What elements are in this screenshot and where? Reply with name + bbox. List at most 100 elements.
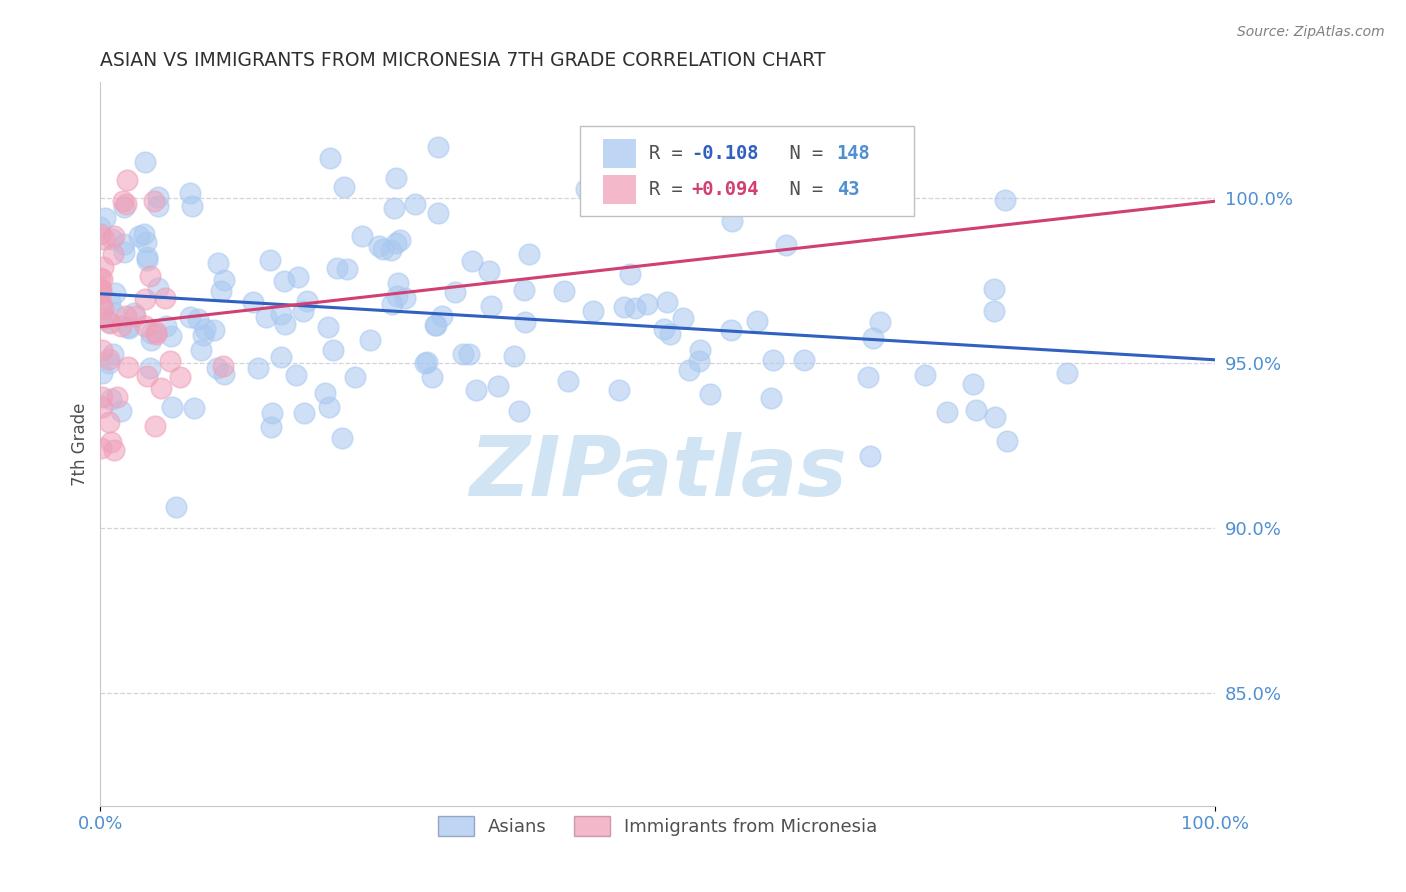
Point xyxy=(582,304,605,318)
Point xyxy=(90,442,112,456)
Point xyxy=(98,314,121,328)
Point xyxy=(112,245,135,260)
Point xyxy=(254,310,277,324)
Point xyxy=(124,306,146,320)
Point xyxy=(359,333,381,347)
Point xyxy=(159,353,181,368)
Point xyxy=(519,247,541,261)
Point xyxy=(207,256,229,270)
Point xyxy=(148,199,170,213)
Point xyxy=(461,254,484,268)
Point xyxy=(287,269,309,284)
Point xyxy=(747,314,769,328)
Point xyxy=(90,282,112,296)
Point xyxy=(98,295,121,310)
Point xyxy=(90,285,112,300)
Point xyxy=(214,273,236,287)
Point xyxy=(607,383,630,397)
Point xyxy=(103,305,125,319)
Point xyxy=(128,229,150,244)
Point xyxy=(458,347,481,361)
Point xyxy=(117,172,139,186)
Point xyxy=(330,431,353,445)
Point xyxy=(319,151,342,165)
Point xyxy=(962,376,984,391)
Point xyxy=(91,343,114,358)
Point xyxy=(135,250,157,264)
Point xyxy=(426,205,449,219)
Point xyxy=(259,252,281,267)
Point xyxy=(145,325,167,339)
Point xyxy=(204,322,226,336)
Point xyxy=(110,318,132,333)
Point xyxy=(425,318,447,333)
Point xyxy=(316,320,339,334)
Point xyxy=(260,405,283,419)
Point xyxy=(380,243,402,257)
Point xyxy=(427,139,450,153)
Bar xyxy=(603,139,636,168)
Point xyxy=(344,370,367,384)
Point xyxy=(588,182,610,196)
Point xyxy=(105,390,128,404)
Point xyxy=(117,360,139,375)
Point xyxy=(103,229,125,244)
Point xyxy=(247,361,270,376)
Point xyxy=(862,331,884,345)
Point xyxy=(148,281,170,295)
Text: ASIAN VS IMMIGRANTS FROM MICRONESIA 7TH GRADE CORRELATION CHART: ASIAN VS IMMIGRANTS FROM MICRONESIA 7TH … xyxy=(100,51,825,70)
Point xyxy=(486,378,509,392)
Point xyxy=(553,284,575,298)
Point xyxy=(382,201,405,215)
Point xyxy=(89,271,111,285)
Point xyxy=(508,403,530,417)
Text: 148: 148 xyxy=(837,144,870,162)
Text: R =: R = xyxy=(650,144,695,162)
Point xyxy=(194,322,217,336)
Point xyxy=(98,316,121,330)
Point xyxy=(936,404,959,418)
Point xyxy=(211,359,233,374)
Point xyxy=(91,260,114,274)
Point xyxy=(416,354,439,368)
Point xyxy=(100,232,122,246)
Point xyxy=(270,307,292,321)
Point xyxy=(136,369,159,384)
Point xyxy=(292,406,315,420)
Point xyxy=(134,319,156,334)
Point xyxy=(115,196,138,211)
Point xyxy=(314,386,336,401)
Point xyxy=(388,233,411,247)
Point xyxy=(179,310,201,324)
Point xyxy=(636,297,658,311)
Point xyxy=(103,443,125,458)
Point xyxy=(444,285,467,299)
Point xyxy=(207,360,229,375)
Point xyxy=(672,310,695,325)
Bar xyxy=(603,175,636,204)
Point xyxy=(179,186,201,200)
Point xyxy=(381,297,404,311)
Point xyxy=(368,239,391,253)
Point xyxy=(124,309,146,323)
Point xyxy=(138,269,160,284)
Point xyxy=(658,327,681,342)
Point xyxy=(759,392,782,406)
Point xyxy=(557,374,579,388)
Point xyxy=(793,352,815,367)
Point xyxy=(1056,367,1078,381)
Point xyxy=(425,318,447,333)
Point xyxy=(145,327,167,342)
Point xyxy=(678,363,700,377)
Point xyxy=(914,368,936,383)
Point xyxy=(371,242,394,256)
Point xyxy=(619,267,641,281)
Point xyxy=(478,264,501,278)
Point xyxy=(93,232,115,246)
Point xyxy=(91,272,114,286)
Point xyxy=(983,303,1005,318)
Point xyxy=(115,309,138,323)
Point xyxy=(191,328,214,343)
Point xyxy=(134,292,156,306)
Point xyxy=(385,170,408,185)
